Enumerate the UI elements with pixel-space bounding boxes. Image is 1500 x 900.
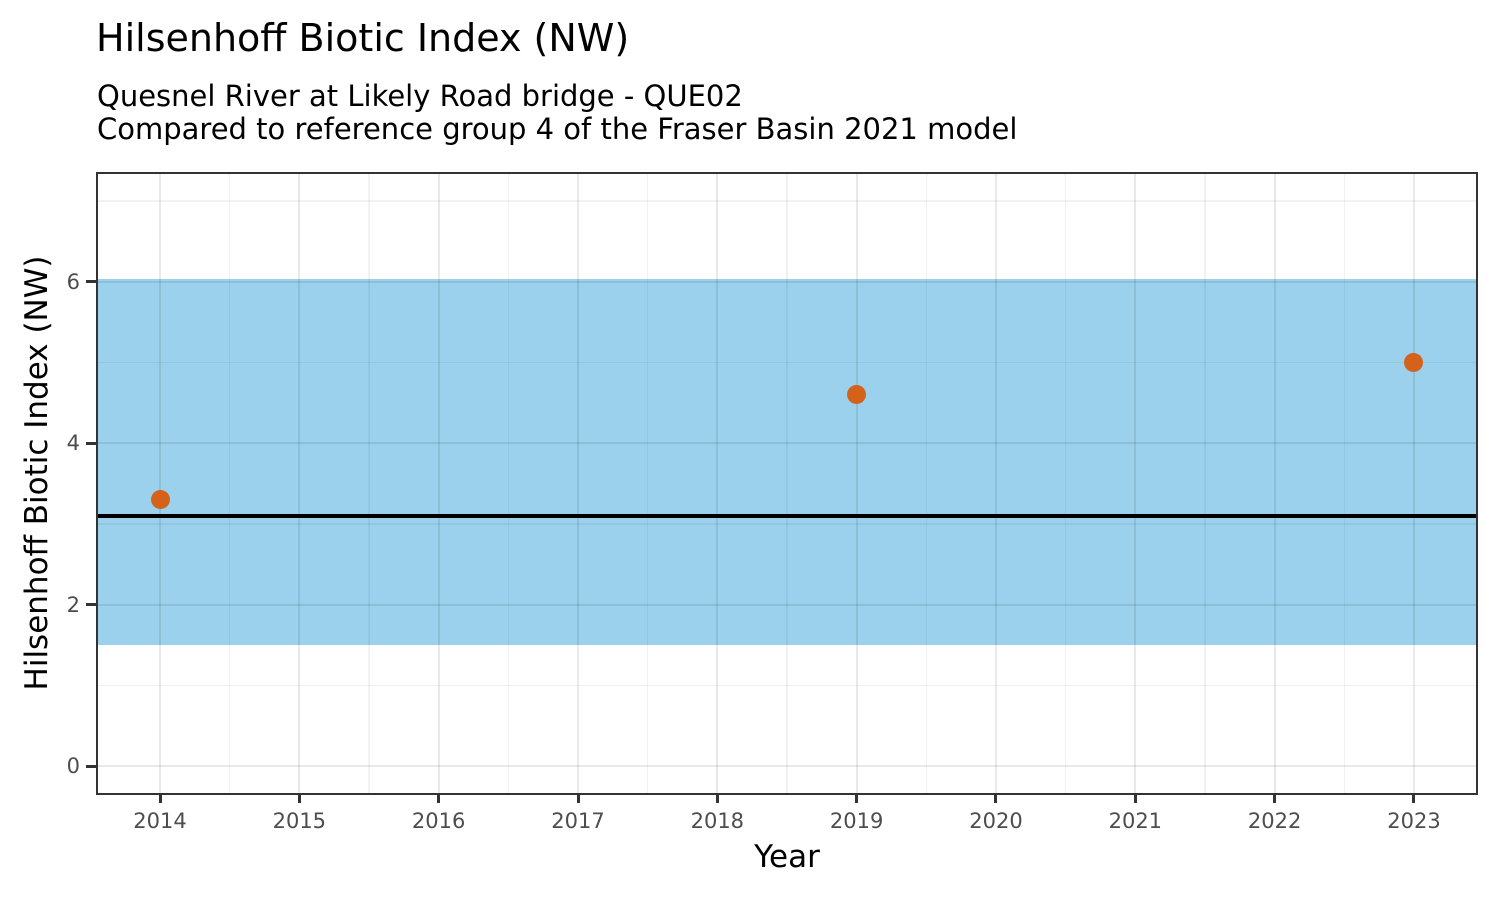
gridline-x-minor — [1343, 174, 1346, 793]
x-tick-label: 2022 — [1247, 809, 1302, 833]
gridline-x-minor — [925, 174, 928, 793]
x-tick-mark — [1412, 793, 1416, 803]
gridline-x-minor — [786, 174, 788, 793]
x-tick-label: 2015 — [272, 809, 327, 833]
gridline-y-minor — [98, 361, 1476, 364]
gridline-y-minor — [98, 523, 1476, 525]
y-tick-label: 4 — [66, 431, 80, 456]
x-tick-mark — [158, 793, 162, 803]
y-tick-mark — [86, 441, 97, 445]
y-tick-mark — [86, 764, 97, 768]
gridline-x-minor — [1064, 174, 1067, 793]
plot-panel — [98, 174, 1476, 793]
x-tick-mark — [715, 793, 719, 803]
gridline-x-major — [298, 174, 301, 793]
gridline-x-major — [1273, 174, 1276, 793]
x-axis-title: Year — [754, 839, 820, 875]
gridline-x-major — [159, 174, 161, 793]
reference-line — [98, 513, 1476, 518]
gridline-x-minor — [646, 174, 649, 793]
chart-subtitle-line1: Quesnel River at Likely Road bridge - QU… — [97, 79, 743, 113]
gridline-x-major — [577, 174, 579, 793]
x-tick-mark — [1273, 793, 1277, 803]
reference-band — [98, 279, 1476, 645]
x-tick-mark — [437, 793, 441, 803]
data-point-2014 — [150, 490, 170, 510]
y-tick-mark — [86, 280, 97, 284]
x-tick-mark — [855, 793, 859, 803]
x-tick-label: 2016 — [411, 809, 466, 833]
y-axis-title: Hilsenhoff Biotic Index (NW) — [19, 255, 55, 691]
gridline-y-major — [98, 765, 1476, 768]
data-point-2023 — [1404, 353, 1424, 373]
x-tick-label: 2023 — [1387, 809, 1441, 833]
x-tick-mark — [994, 793, 998, 803]
x-tick-mark — [297, 793, 301, 803]
gridline-x-major — [1412, 174, 1415, 793]
gridline-x-major — [994, 174, 997, 793]
gridline-x-major — [855, 174, 858, 793]
gridline-x-minor — [368, 174, 370, 793]
gridline-y-major — [98, 603, 1476, 606]
y-tick-label: 6 — [66, 269, 80, 294]
y-tick-mark — [86, 603, 97, 607]
gridline-y-major — [98, 442, 1476, 445]
chart-subtitle-line2: Compared to reference group 4 of the Fra… — [97, 112, 1018, 146]
x-tick-label: 2017 — [551, 809, 605, 833]
chart-subtitle: Quesnel River at Likely Road bridge - QU… — [97, 80, 1017, 146]
gridline-x-major — [1134, 174, 1137, 793]
gridline-x-minor — [507, 174, 510, 793]
x-tick-mark — [576, 793, 580, 803]
chart-title: Hilsenhoff Biotic Index (NW) — [96, 16, 630, 60]
x-tick-label: 2020 — [969, 809, 1023, 833]
x-tick-label: 2019 — [829, 809, 884, 833]
gridline-y-minor — [98, 684, 1476, 687]
gridline-y-major — [98, 280, 1476, 283]
x-tick-label: 2014 — [133, 809, 187, 833]
y-tick-label: 0 — [66, 754, 80, 779]
gridline-x-major — [716, 174, 719, 793]
x-tick-label: 2018 — [690, 809, 745, 833]
data-point-2019 — [847, 385, 867, 405]
x-tick-mark — [1133, 793, 1137, 803]
gridline-x-minor — [1204, 174, 1206, 793]
x-tick-label: 2021 — [1108, 809, 1163, 833]
y-tick-label: 2 — [66, 592, 80, 617]
gridline-y-minor — [98, 200, 1476, 202]
gridline-x-minor — [228, 174, 231, 793]
gridline-x-major — [437, 174, 440, 793]
